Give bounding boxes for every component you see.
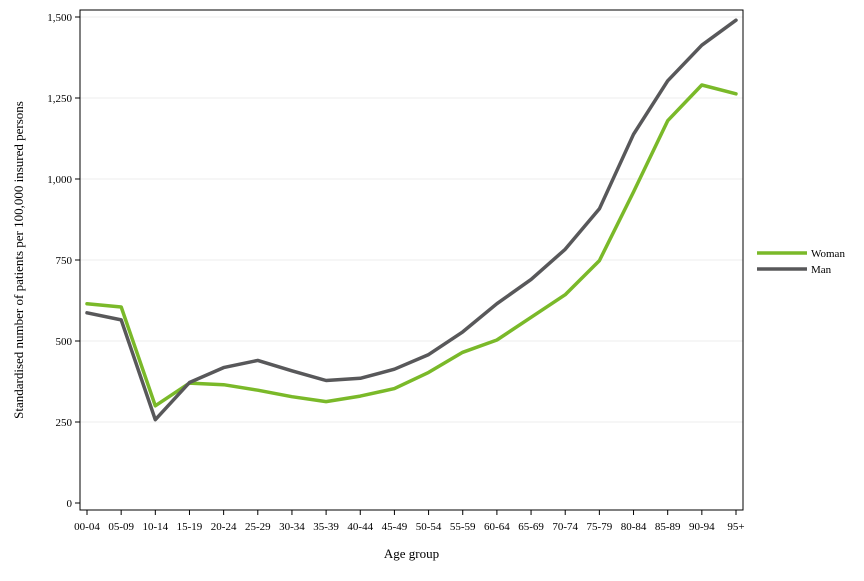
series-line-man — [85, 18, 738, 422]
legend-label-man: Man — [811, 264, 832, 276]
legend: Woman Man — [757, 248, 845, 276]
legend-label-woman: Woman — [811, 248, 845, 260]
x-axis: 00-04 05-09 10-14 15-19 20-24 25-29 30-34 35-39… — [74, 510, 745, 533]
y-tick-label: 500 — [56, 336, 73, 348]
y-tick-label: 1,500 — [47, 12, 72, 24]
x-tick-label: 70-74 — [552, 521, 578, 533]
x-tick-label: 50-54 — [416, 521, 442, 533]
y-tick-label: 250 — [56, 417, 73, 429]
y-tick-label: 0 — [67, 498, 73, 510]
x-tick-label: 55-59 — [450, 521, 476, 533]
x-tick-label: 35-39 — [313, 521, 339, 533]
x-tick-label: 30-34 — [279, 521, 305, 533]
x-tick-label: 90-94 — [689, 521, 715, 533]
series-line-woman — [85, 83, 738, 408]
x-tick-label: 80-84 — [621, 521, 647, 533]
y-axis-title: Standardised number of patients per 100,… — [11, 101, 26, 419]
x-tick-label: 85-89 — [655, 521, 681, 533]
x-tick-label: 65-69 — [518, 521, 544, 533]
x-tick-label: 45-49 — [382, 521, 408, 533]
x-tick-label: 15-19 — [177, 521, 203, 533]
y-axis: 0 250 500 750 1,000 1,250 1,500 — [47, 12, 80, 510]
y-tick-label: 1,000 — [47, 174, 72, 186]
x-tick-label: 60-64 — [484, 521, 510, 533]
grid-lines — [80, 16, 743, 423]
x-axis-title: Age group — [384, 546, 439, 561]
x-tick-label: 40-44 — [347, 521, 373, 533]
y-tick-label: 750 — [56, 255, 73, 267]
x-tick-label: 75-79 — [587, 521, 613, 533]
y-tick-label: 1,250 — [47, 93, 72, 105]
x-tick-label: 95+ — [727, 521, 744, 533]
x-tick-label: 05-09 — [108, 521, 134, 533]
x-tick-label: 20-24 — [211, 521, 237, 533]
x-tick-label: 10-14 — [142, 521, 168, 533]
x-tick-label: 25-29 — [245, 521, 271, 533]
x-tick-label: 00-04 — [74, 521, 100, 533]
series-lines — [85, 18, 738, 422]
